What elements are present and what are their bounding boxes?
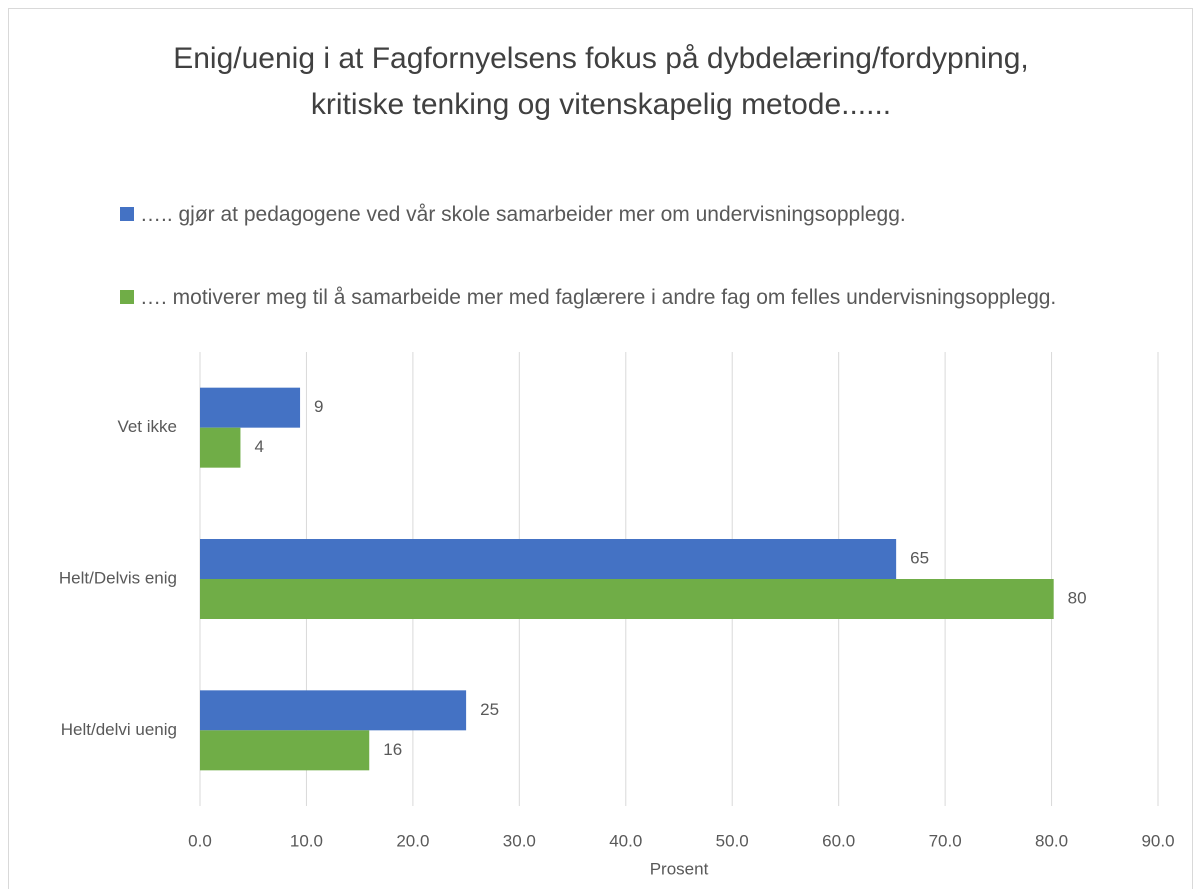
y-tick-label: Helt/delvi uenig	[61, 720, 177, 739]
data-label: 9	[314, 397, 323, 416]
y-tick-label: Helt/Delvis enig	[59, 568, 177, 587]
legend-item: …. motiverer meg til å samarbeide mer me…	[120, 283, 1130, 313]
bar	[200, 427, 241, 468]
x-tick-label: 10.0	[290, 831, 323, 850]
x-tick-label: 30.0	[503, 831, 536, 850]
legend-swatch	[120, 207, 134, 221]
bar	[200, 730, 370, 771]
x-tick-label: 80.0	[1035, 831, 1068, 850]
x-axis-label: Prosent	[650, 859, 709, 878]
bar	[200, 539, 897, 579]
data-label: 4	[254, 437, 263, 456]
x-tick-label: 0.0	[188, 831, 212, 850]
data-label: 25	[480, 700, 499, 719]
data-label: 65	[910, 548, 929, 567]
y-tick-label: Vet ikke	[117, 417, 177, 436]
x-tick-label: 70.0	[929, 831, 962, 850]
bar	[200, 579, 1054, 619]
legend-label: ….. gjør at pedagogene ved vår skole sam…	[140, 203, 906, 226]
legend-item: ….. gjør at pedagogene ved vår skole sam…	[120, 200, 1130, 230]
x-tick-label: 20.0	[396, 831, 429, 850]
x-tick-label: 90.0	[1141, 831, 1174, 850]
legend-label: …. motiverer meg til å samarbeide mer me…	[140, 286, 1057, 309]
data-label: 16	[383, 740, 402, 759]
bar	[200, 387, 301, 428]
data-label: 80	[1068, 588, 1087, 607]
legend-swatch	[120, 290, 134, 304]
chart-title: Enig/uenig i at Fagfornyelsens fokus på …	[173, 42, 1029, 121]
chart-frame	[8, 8, 1193, 889]
bar	[200, 690, 467, 731]
x-tick-label: 50.0	[716, 831, 749, 850]
x-tick-label: 60.0	[822, 831, 855, 850]
x-tick-label: 40.0	[609, 831, 642, 850]
